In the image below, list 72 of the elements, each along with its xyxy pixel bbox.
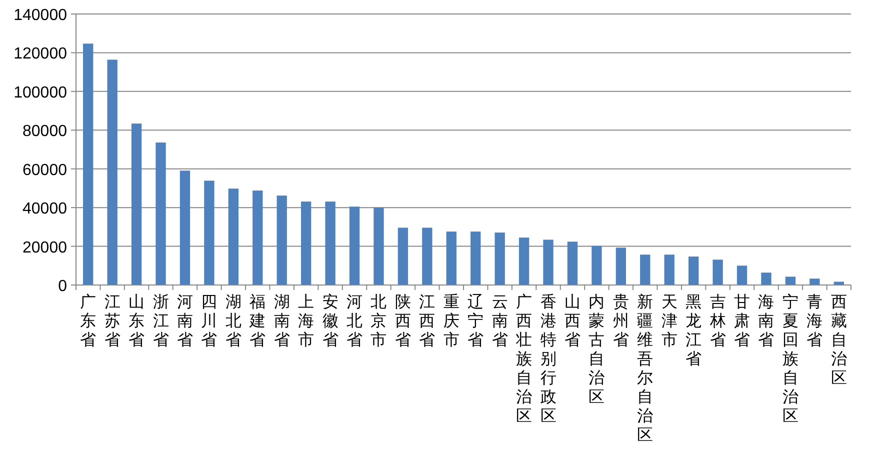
x-tick-label: 四川省 bbox=[201, 294, 218, 349]
bar bbox=[398, 228, 408, 285]
x-tick-label: 山西省 bbox=[564, 293, 580, 349]
x-tick-label: 广西壮族自治区 bbox=[515, 293, 532, 425]
bar bbox=[325, 202, 336, 285]
y-tick-label: 20000 bbox=[22, 239, 68, 256]
x-tick-label: 云南省 bbox=[492, 294, 508, 349]
x-tick-label: 重庆市 bbox=[443, 293, 460, 349]
x-tick-label: 贵州省 bbox=[612, 293, 629, 349]
x-tick-label: 海南省 bbox=[758, 294, 774, 349]
bar bbox=[543, 240, 554, 285]
bar bbox=[810, 278, 820, 285]
bar bbox=[276, 196, 287, 285]
x-tick-label: 宁夏回族自治区 bbox=[782, 293, 798, 425]
bar bbox=[664, 254, 674, 285]
y-tick-label: 120000 bbox=[14, 46, 68, 63]
bar bbox=[785, 276, 796, 285]
x-tick-label: 西藏自治区 bbox=[830, 294, 847, 387]
x-tick-label: 上海市 bbox=[298, 293, 314, 349]
bar bbox=[422, 228, 432, 285]
x-tick-label: 香港特别行政区 bbox=[540, 293, 556, 425]
bar bbox=[592, 246, 602, 285]
bar bbox=[518, 238, 530, 285]
x-tick-label: 陕西省 bbox=[394, 294, 411, 349]
y-tick-label: 40000 bbox=[22, 200, 68, 218]
x-tick-label: 北京市 bbox=[370, 293, 387, 349]
x-tick-label: 青海省 bbox=[806, 293, 823, 349]
x-tick-label: 江西省 bbox=[419, 294, 436, 349]
y-tick-label: 0 bbox=[58, 278, 68, 295]
x-tick-label: 广东省 bbox=[80, 293, 96, 349]
x-tick-label: 甘肃省 bbox=[734, 293, 750, 349]
bar bbox=[567, 242, 578, 285]
x-tick-label: 湖北省 bbox=[225, 293, 242, 349]
bar bbox=[736, 266, 748, 285]
x-tick-label: 福建省 bbox=[248, 293, 266, 349]
x-tick-label: 江苏省 bbox=[104, 294, 120, 349]
bar bbox=[228, 188, 239, 285]
bar bbox=[616, 248, 626, 285]
bar bbox=[374, 208, 384, 285]
bar bbox=[131, 124, 142, 285]
x-tick-label: 山东省 bbox=[128, 293, 145, 349]
bar bbox=[300, 202, 312, 285]
x-tick-label: 新疆维吾尔自治区 bbox=[637, 293, 654, 444]
y-tick-label: 100000 bbox=[14, 84, 68, 102]
bar bbox=[834, 282, 844, 285]
x-tick-label: 浙江省 bbox=[152, 293, 169, 349]
bar bbox=[688, 256, 699, 285]
x-tick-label: 河南省 bbox=[176, 294, 193, 349]
x-tick-label: 河北省 bbox=[346, 294, 363, 349]
bar bbox=[446, 232, 456, 285]
bar bbox=[640, 254, 650, 285]
bar bbox=[494, 232, 505, 285]
x-tick-label: 黑龙江省 bbox=[686, 294, 702, 368]
bar bbox=[252, 190, 263, 285]
bar bbox=[712, 260, 723, 285]
x-tick-label: 天津市 bbox=[661, 294, 678, 349]
x-tick-label: 吉林省 bbox=[708, 293, 726, 349]
bar bbox=[470, 232, 481, 285]
y-tick-label: 140000 bbox=[14, 7, 68, 24]
bar bbox=[180, 170, 190, 285]
x-tick-label: 安徽省 bbox=[322, 293, 338, 349]
bar bbox=[107, 60, 118, 285]
x-tick-label: 内蒙古自治区 bbox=[588, 293, 605, 406]
bar bbox=[761, 272, 772, 285]
bar bbox=[156, 142, 166, 285]
y-tick-label: 80000 bbox=[22, 123, 68, 140]
x-tick-label: 湖南省 bbox=[274, 293, 290, 349]
bar bbox=[349, 206, 360, 285]
x-tick-label: 辽宁省 bbox=[468, 293, 484, 349]
y-tick-label: 60000 bbox=[22, 162, 68, 179]
bar bbox=[204, 180, 214, 285]
bar bbox=[83, 44, 94, 285]
